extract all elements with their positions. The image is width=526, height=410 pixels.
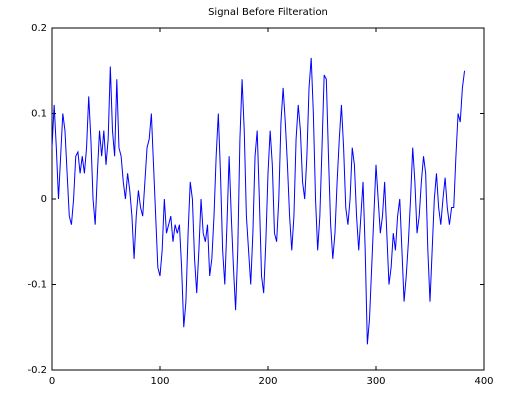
x-tick-label: 400 — [474, 376, 493, 387]
x-tick-label: 0 — [49, 376, 55, 387]
y-tick-label: 0 — [41, 194, 47, 205]
y-tick-label: 0.2 — [31, 23, 47, 34]
chart-title: Signal Before Filteration — [208, 7, 328, 18]
signal-line — [51, 57, 466, 345]
y-tick-label: -0.2 — [27, 365, 47, 376]
x-tick-label: 300 — [366, 376, 385, 387]
x-tick-label: 100 — [150, 376, 169, 387]
y-tick-label: 0.1 — [31, 109, 47, 120]
x-tick-label: 200 — [258, 376, 277, 387]
y-tick-label: -0.1 — [27, 280, 47, 291]
